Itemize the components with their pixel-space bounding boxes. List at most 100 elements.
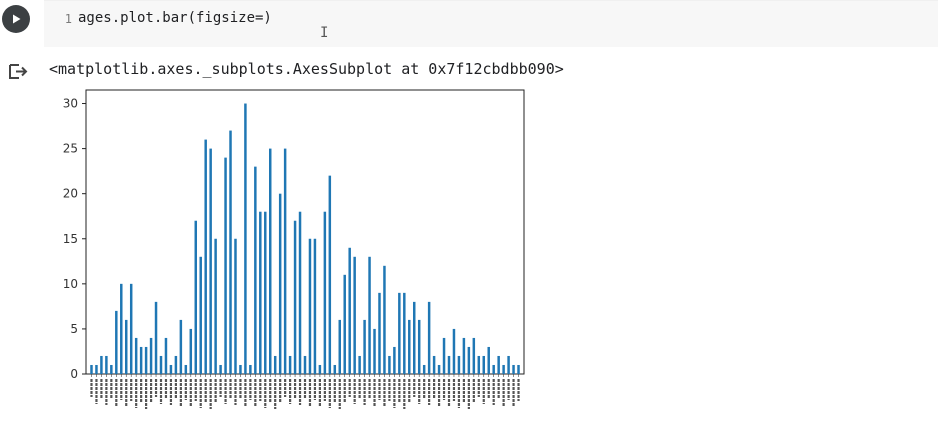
bar-56 [368, 256, 371, 374]
bar-29 [234, 238, 237, 374]
bar-65 [413, 301, 416, 374]
bar-3 [105, 355, 108, 374]
bar-82 [497, 355, 500, 374]
bar-7 [125, 319, 128, 374]
bar-49 [333, 364, 337, 374]
bar-72 [447, 355, 451, 374]
bar-54 [358, 355, 361, 374]
bar-66 [417, 319, 421, 374]
bar-57 [373, 328, 376, 374]
bar-64 [408, 319, 411, 374]
bar-9 [134, 337, 138, 374]
bar-32 [249, 364, 252, 374]
bar-6 [120, 283, 123, 374]
line-number: 1 [64, 12, 72, 26]
plot-frame [85, 89, 525, 375]
code-cell: 1 ages.plot.bar(figsize=) I [0, 0, 938, 48]
bar-26 [219, 364, 222, 374]
output-arrow-icon[interactable] [7, 62, 29, 82]
bar-74 [457, 355, 461, 374]
bar-36 [269, 148, 272, 374]
bar-42 [298, 211, 302, 374]
bar-59 [383, 265, 386, 374]
bar-76 [467, 346, 471, 374]
bar-81 [492, 364, 495, 374]
bar-8 [129, 283, 133, 374]
bar-47 [323, 211, 327, 374]
y-tick-label-3: 15 [63, 232, 78, 246]
code-line[interactable]: ages.plot.bar(figsize=) [78, 10, 272, 26]
bar-33 [254, 166, 257, 374]
bar-24 [209, 148, 212, 374]
bar-52 [348, 247, 351, 374]
bar-63 [403, 292, 406, 374]
bar-18 [179, 319, 183, 374]
bar-28 [229, 130, 232, 374]
bar-86 [517, 364, 520, 374]
bar-78 [477, 355, 481, 374]
bar-80 [487, 346, 490, 374]
bar-2 [100, 355, 103, 374]
bar-0 [90, 364, 93, 374]
bar-13 [154, 301, 158, 374]
bar-53 [353, 256, 356, 374]
bar-34 [259, 211, 262, 374]
bar-85 [512, 364, 515, 374]
bar-61 [393, 346, 396, 374]
bar-41 [293, 220, 297, 374]
bar-31 [244, 103, 247, 375]
bar-84 [507, 355, 510, 374]
bar-17 [174, 355, 178, 374]
bar-75 [462, 337, 466, 374]
bar-1 [95, 364, 98, 374]
bar-25 [214, 238, 217, 374]
run-cell-button[interactable] [2, 5, 30, 33]
bar-68 [427, 301, 431, 374]
bar-40 [288, 355, 292, 374]
bar-48 [328, 175, 332, 374]
y-tick-label-5: 25 [63, 142, 78, 156]
bar-44 [308, 238, 312, 374]
bar-58 [378, 292, 381, 374]
bar-20 [189, 328, 193, 374]
bar-83 [502, 364, 505, 374]
bar-10 [139, 346, 143, 374]
bar-79 [482, 355, 485, 374]
bar-27 [224, 157, 227, 374]
bar-22 [199, 256, 202, 374]
bar-46 [318, 364, 322, 374]
bar-55 [363, 319, 366, 374]
bar-15 [164, 337, 168, 374]
bar-70 [437, 364, 441, 374]
bar-38 [278, 193, 282, 374]
bar-45 [313, 238, 317, 374]
bar-30 [239, 364, 242, 374]
bar-4 [110, 364, 113, 374]
bar-14 [159, 355, 163, 374]
y-tick-label-6: 30 [63, 97, 78, 111]
output-text: <matplotlib.axes._subplots.AxesSubplot a… [49, 60, 564, 78]
bar-60 [388, 355, 391, 374]
y-tick-label-1: 5 [70, 322, 78, 336]
bar-chart: 0 5 10 15 20 25 30 [63, 89, 525, 409]
bar-77 [472, 337, 476, 374]
bar-51 [343, 274, 346, 374]
play-icon [13, 14, 21, 24]
bar-35 [264, 211, 267, 374]
x-tick-label-band [90, 379, 520, 409]
y-tick-label-0: 0 [70, 367, 78, 381]
text-cursor-icon: I [320, 25, 329, 41]
bar-5 [115, 310, 118, 374]
y-tick-label-4: 20 [63, 187, 78, 201]
bar-69 [432, 355, 436, 374]
bar-50 [338, 319, 341, 374]
bar-73 [452, 328, 456, 374]
bar-21 [194, 220, 197, 374]
bar-11 [144, 346, 148, 374]
bar-62 [398, 292, 401, 374]
code-editor[interactable]: 1 ages.plot.bar(figsize=) I [44, 0, 938, 47]
bar-12 [149, 337, 153, 374]
bar-67 [422, 364, 426, 374]
bar-19 [184, 364, 188, 374]
bar-16 [169, 364, 173, 374]
